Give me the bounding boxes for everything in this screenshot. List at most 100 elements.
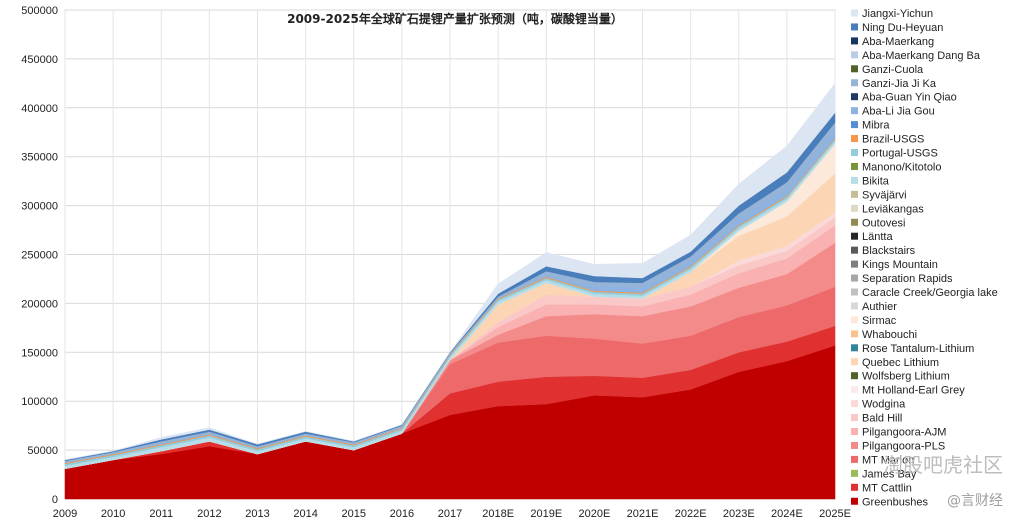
legend: Jiangxi-Yichun Ning Du-Heyuan Aba-Maerkang… [851,8,998,508]
legend-label: Blackstairs [862,245,916,257]
legend-label: Authier [862,301,897,313]
chart-areas [64,82,836,500]
legend-label: Jiangxi-Yichun [862,8,933,20]
y-tick-label: 250000 [21,250,58,262]
legend-swatch [851,232,858,240]
y-tick-label: 400000 [21,103,58,115]
legend-swatch [851,9,858,17]
legend-swatch [851,274,858,282]
watermark-main: 淘股吧虎社区 [883,453,1003,477]
legend-label: Bald Hill [862,413,902,425]
legend-swatch [851,344,858,352]
y-tick-label: 350000 [21,152,58,164]
legend-swatch [851,121,858,129]
legend-swatch [851,414,858,422]
legend-swatch [851,149,858,156]
legend-label: Aba-Maerkang [862,36,934,48]
legend-label: Aba-Maerkang Dang Ba [862,50,981,62]
legend-swatch [851,497,858,505]
y-tick-label: 500000 [21,5,58,17]
legend-label: Quebec Lithium [862,357,939,369]
legend-label: Läntta [862,231,893,243]
legend-label: Leviäkangas [862,203,924,215]
y-tick-label: 450000 [21,54,58,66]
legend-label: Wodgina [862,399,906,411]
legend-swatch [851,455,858,463]
x-tick-label: 2021E [627,508,659,520]
legend-label: Rose Tantalum-Lithium [862,343,974,355]
legend-swatch [851,204,858,212]
y-axis: 0 50000 100000 150000 200000 250000 300000 3500… [21,5,58,506]
legend-swatch [851,441,858,449]
legend-swatch [851,428,858,435]
x-tick-label: 2020E [578,508,610,520]
y-tick-label: 100000 [21,396,58,408]
y-tick-label: 0 [52,494,58,506]
x-tick-label: 2012 [197,508,221,520]
legend-swatch [851,372,858,380]
x-axis: 2009 2010 2011 2012 2013 2014 2015 2016 2017 2018… [53,508,851,520]
legend-label: Wolfsberg Lithium [862,371,950,383]
area-jiangxi-yichun [64,82,836,461]
x-tick-label: 2024E [771,508,803,520]
legend-label: Bikita [862,175,890,187]
legend-swatch [851,93,858,101]
legend-label: Brazil-USGS [862,134,924,146]
legend-swatch [851,260,858,268]
legend-swatch [851,302,858,310]
legend-label: Caracle Creek/Georgia lake [862,287,998,299]
legend-label: Aba-Guan Yin Qiao [862,92,957,104]
legend-swatch [851,135,858,143]
legend-label: Manono/Kitotolo [862,161,942,173]
x-tick-label: 2009 [53,508,77,520]
legend-swatch [851,176,858,184]
legend-label: Ganzi-Cuola [862,64,924,76]
legend-swatch [851,316,858,324]
legend-label: Sirmac [862,315,897,327]
legend-label: Ganzi-Jia Ji Ka [862,78,937,90]
legend-swatch [851,162,858,170]
legend-label: Outovesi [862,217,905,229]
watermark-sub: @言财经 [947,493,1003,509]
legend-swatch [851,190,858,198]
legend-label: MT Marion [862,454,914,466]
x-tick-label: 2016 [390,508,414,520]
legend-swatch [851,107,858,115]
legend-label: Syväjärvi [862,189,907,201]
legend-swatch [851,23,858,31]
legend-label: Separation Rapids [862,273,953,285]
x-tick-label: 2014 [293,508,317,520]
x-tick-label: 2015 [342,508,366,520]
y-tick-label: 200000 [21,298,58,310]
legend-swatch [851,37,858,45]
x-tick-label: 2010 [101,508,125,520]
x-tick-label: 2019E [530,508,562,520]
legend-swatch [851,65,858,73]
legend-label: Ning Du-Heyuan [862,22,943,34]
legend-swatch [851,79,858,87]
x-tick-label: 2011 [149,508,173,520]
legend-label: MT Cattlin [862,482,912,494]
legend-swatch [851,246,858,254]
y-tick-label: 300000 [21,201,58,213]
legend-swatch [851,386,858,394]
legend-label: Portugal-USGS [862,148,938,160]
legend-label: Greenbushes [862,496,929,508]
legend-label: Kings Mountain [862,259,938,271]
legend-label: Mibra [862,120,890,132]
x-tick-label: 2025E [819,508,851,520]
x-tick-label: 2022E [675,508,707,520]
x-tick-label: 2023E [723,508,755,520]
legend-swatch [851,218,858,226]
legend-label: James Bay [862,468,917,480]
legend-swatch [851,469,858,477]
legend-label: Aba-Li Jia Gou [862,106,935,118]
chart-title: 2009-2025年全球矿石提锂产量扩张预测（吨，碳酸锂当量） [287,11,623,26]
legend-swatch [851,358,858,366]
x-tick-label: 2018E [482,508,514,520]
legend-swatch [851,288,858,296]
legend-label: Mt Holland-Earl Grey [862,385,965,397]
legend-swatch [851,400,858,408]
legend-label: Pilgangoora-PLS [862,440,945,452]
legend-swatch [851,483,858,491]
